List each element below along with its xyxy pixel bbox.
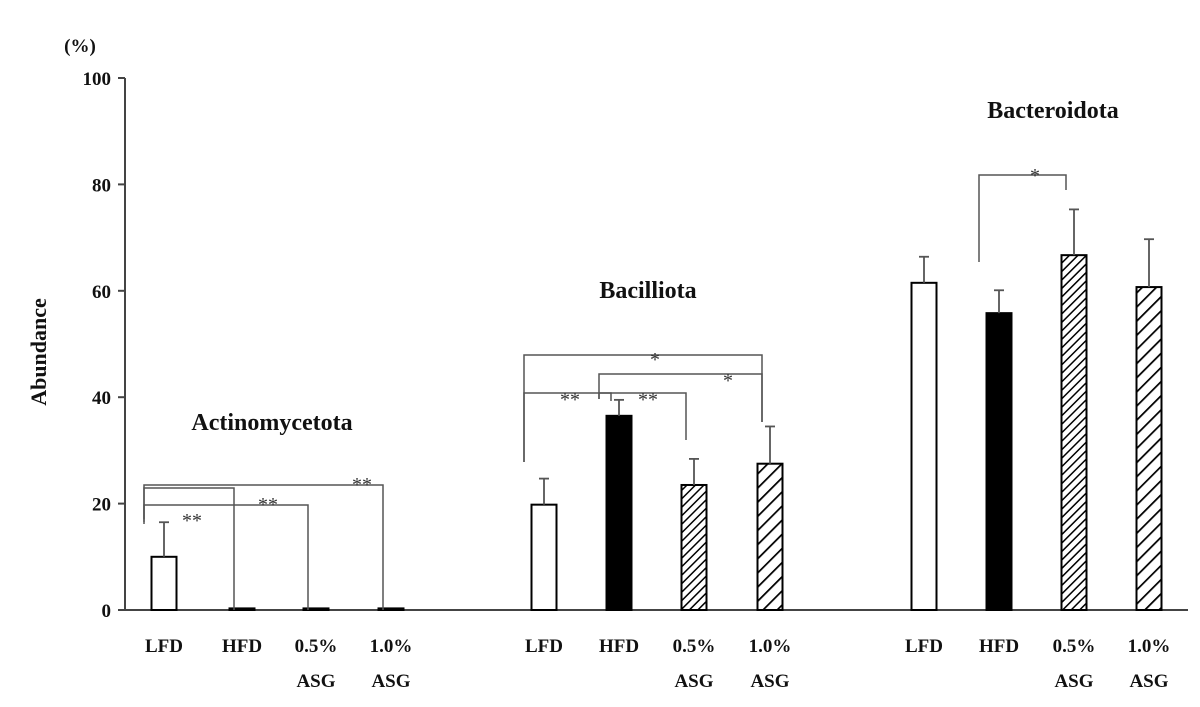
group-title: Bacilliota [599, 278, 696, 304]
group-title: Bacteroidota [987, 98, 1119, 124]
significance-label: ** [638, 389, 658, 411]
bar-bacteroidota-2 [1060, 254, 1088, 611]
bar-bacteroidota-3 [1135, 286, 1163, 611]
bar-bacilliota-3 [756, 462, 784, 612]
significance-label: * [723, 370, 733, 392]
significance-bracket [978, 174, 1067, 262]
group-title: Actinomycetota [191, 410, 352, 436]
x-category-label: ASG [750, 671, 789, 692]
x-category-label: ASG [296, 671, 335, 692]
x-category-label: ASG [371, 671, 410, 692]
bar-actinomycetota-1 [228, 607, 256, 611]
x-category-label: ASG [674, 671, 713, 692]
x-category-label: 1.0% [1128, 636, 1171, 657]
significance-label: ** [182, 510, 202, 532]
x-category-label: LFD [525, 636, 563, 657]
x-category-label: HFD [979, 636, 1019, 657]
significance-label: * [1030, 165, 1040, 187]
x-category-label: 1.0% [749, 636, 792, 657]
x-category-label: HFD [599, 636, 639, 657]
x-category-label: ASG [1054, 671, 1093, 692]
bar-actinomycetota-3 [377, 607, 405, 611]
bar-actinomycetota-0 [150, 555, 178, 611]
y-unit-label: (%) [64, 36, 96, 57]
x-category-label: ASG [1129, 671, 1168, 692]
bar-bacteroidota-1 [985, 312, 1013, 611]
bar-bacilliota-2 [680, 483, 708, 612]
x-category-label: LFD [905, 636, 943, 657]
significance-bracket [143, 484, 384, 610]
x-category-label: HFD [222, 636, 262, 657]
y-tick-label: 0 [102, 601, 112, 622]
bar-bacteroidota-0 [910, 281, 938, 611]
y-axis-title: Abundance [26, 298, 51, 406]
bar-bacilliota-1 [605, 414, 633, 611]
y-tick-label: 100 [83, 69, 112, 90]
x-category-label: 0.5% [295, 636, 338, 657]
bar-actinomycetota-2 [302, 607, 330, 611]
y-tick-label: 20 [92, 495, 111, 516]
y-tick-label: 80 [92, 175, 111, 196]
significance-label: ** [352, 474, 372, 496]
bar-bacilliota-0 [530, 503, 558, 611]
x-category-label: LFD [145, 636, 183, 657]
x-category-label: 1.0% [370, 636, 413, 657]
significance-label: ** [258, 494, 278, 516]
x-category-label: 0.5% [1053, 636, 1096, 657]
x-category-label: 0.5% [673, 636, 716, 657]
y-tick-label: 40 [92, 388, 111, 409]
significance-label: ** [560, 389, 580, 411]
significance-bracket [523, 354, 763, 462]
y-tick-label: 60 [92, 282, 111, 303]
significance-bracket [598, 373, 763, 422]
significance-label: * [650, 349, 660, 371]
